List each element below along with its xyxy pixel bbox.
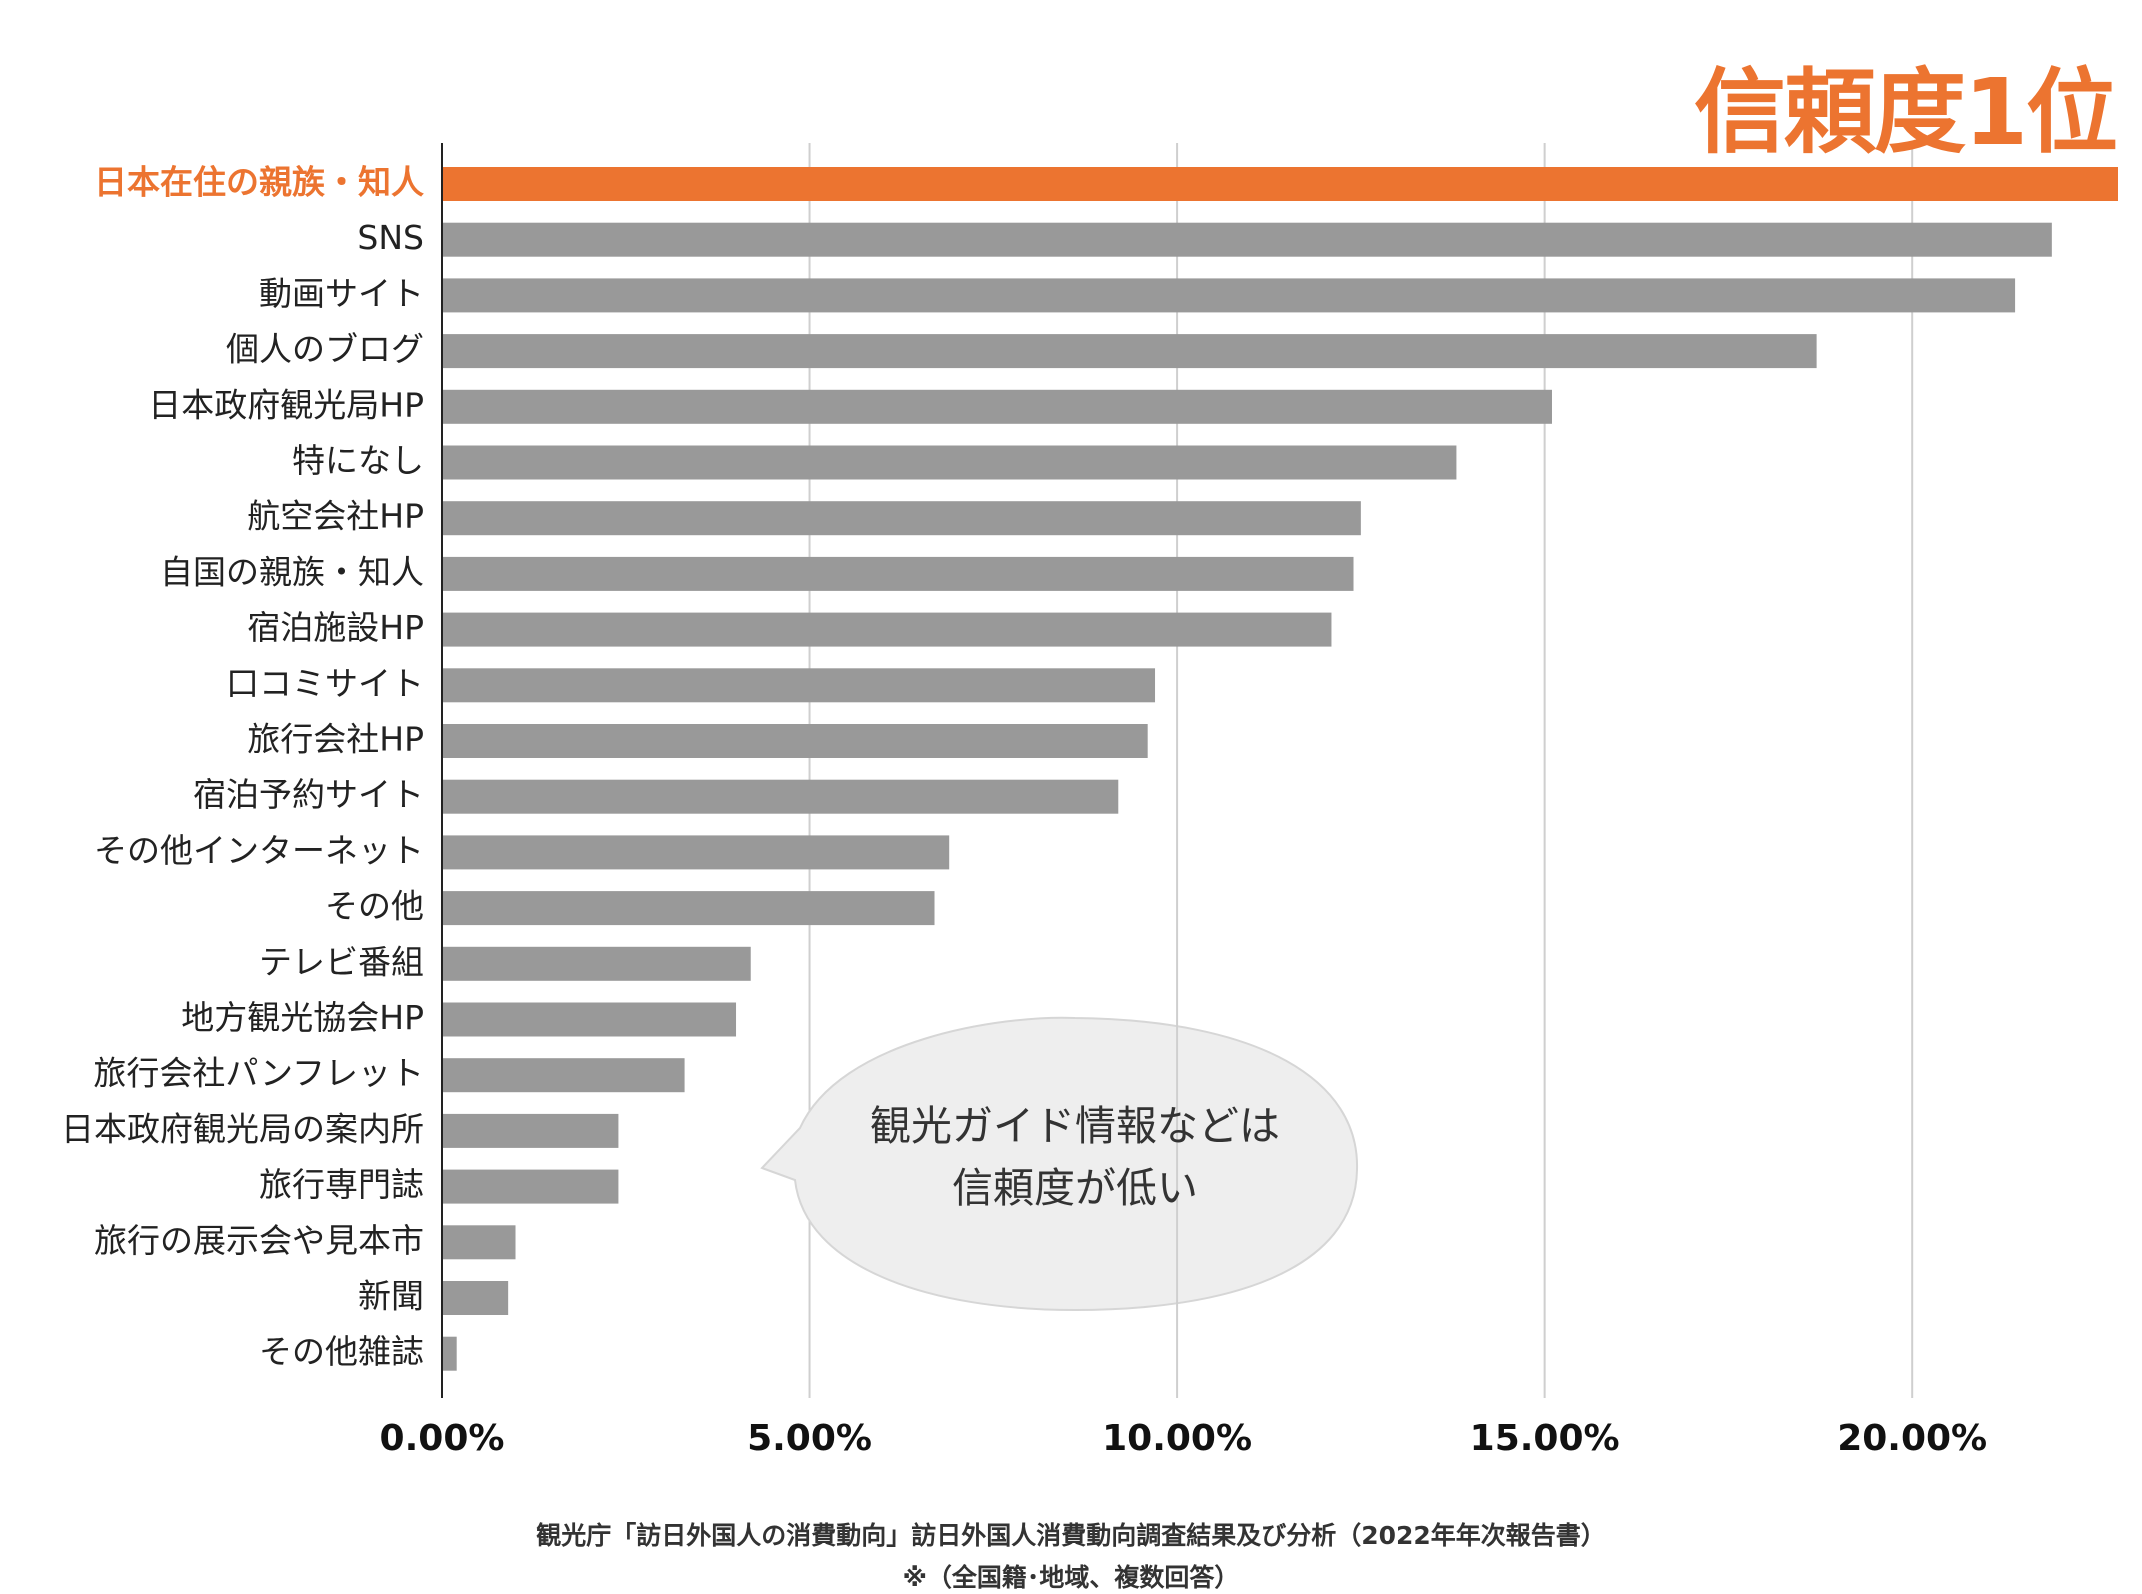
category-label-15: 地方観光協会HP [181, 998, 424, 1037]
bar-12 [442, 835, 950, 870]
x-tick-label-0: 0.00% [380, 1418, 505, 1459]
source-citation: 観光庁「訪日外国人の消費動向」訪日外国人消費動向調査結果及び分析（2022年年次… [536, 1521, 1606, 1550]
category-label-8: 宿泊施設HP [247, 608, 424, 647]
category-label-7: 自国の親族・知人 [160, 552, 424, 591]
category-label-16: 旅行会社パンフレット [93, 1054, 424, 1093]
bar-18 [442, 1169, 619, 1204]
x-tick-label-2: 10.00% [1102, 1418, 1252, 1459]
bar-14 [442, 946, 751, 981]
bar-5 [442, 445, 1457, 480]
bar-3 [442, 334, 1817, 369]
category-label-4: 日本政府観光局HP [148, 385, 424, 424]
category-label-5: 特になし [292, 441, 424, 480]
bar-10 [442, 724, 1148, 758]
category-label-14: テレビ番組 [259, 942, 424, 981]
category-label-17: 日本政府観光局の案内所 [61, 1109, 424, 1148]
callout-bubble [760, 1016, 1359, 1312]
category-label-2: 動画サイト [259, 274, 424, 313]
source-note: ※（全国籍･地域、複数回答） [902, 1563, 1240, 1592]
bar-16 [442, 1058, 685, 1093]
x-tick-label-1: 5.00% [747, 1418, 872, 1459]
callout-text: 観光ガイド情報などは 信頼度が低い [800, 1095, 1350, 1219]
category-label-18: 旅行専門誌 [259, 1165, 424, 1204]
x-tick-label-3: 15.00% [1470, 1418, 1620, 1459]
bar-20 [442, 1281, 509, 1315]
bar-4 [442, 389, 1552, 424]
bar-17 [442, 1113, 619, 1148]
x-tick-label-4: 20.00% [1837, 1418, 1987, 1459]
category-label-9: 口コミサイト [226, 664, 424, 703]
category-label-0: 日本在住の親族・知人 [94, 163, 424, 202]
bar-2 [442, 278, 2016, 313]
category-label-12: その他インターネット [94, 831, 424, 870]
top-rank-badge: 信頼度1位 [1693, 59, 2118, 166]
category-label-19: 旅行の展示会や見本市 [94, 1221, 424, 1260]
bar-19 [442, 1225, 516, 1260]
category-label-6: 航空会社HP [247, 497, 424, 536]
category-label-10: 旅行会社HP [247, 720, 424, 759]
category-label-21: その他雑誌 [259, 1332, 424, 1371]
bar-0 [442, 167, 2118, 201]
category-label-20: 新聞 [358, 1277, 424, 1316]
bar-9 [442, 668, 1156, 703]
callout-line-1: 観光ガイド情報などは [870, 1102, 1280, 1150]
bar-1 [442, 222, 2052, 257]
category-label-13: その他 [325, 887, 424, 926]
category-label-11: 宿泊予約サイト [193, 775, 424, 814]
bar-8 [442, 612, 1332, 647]
bar-7 [442, 556, 1354, 591]
callout-line-2: 信頼度が低い [952, 1164, 1198, 1212]
bar-6 [442, 501, 1361, 536]
bar-21 [442, 1336, 457, 1371]
bar-13 [442, 891, 935, 926]
bar-11 [442, 779, 1119, 814]
category-label-1: SNS [357, 218, 424, 257]
bar-15 [442, 1002, 737, 1037]
category-label-3: 個人のブログ [226, 330, 424, 369]
